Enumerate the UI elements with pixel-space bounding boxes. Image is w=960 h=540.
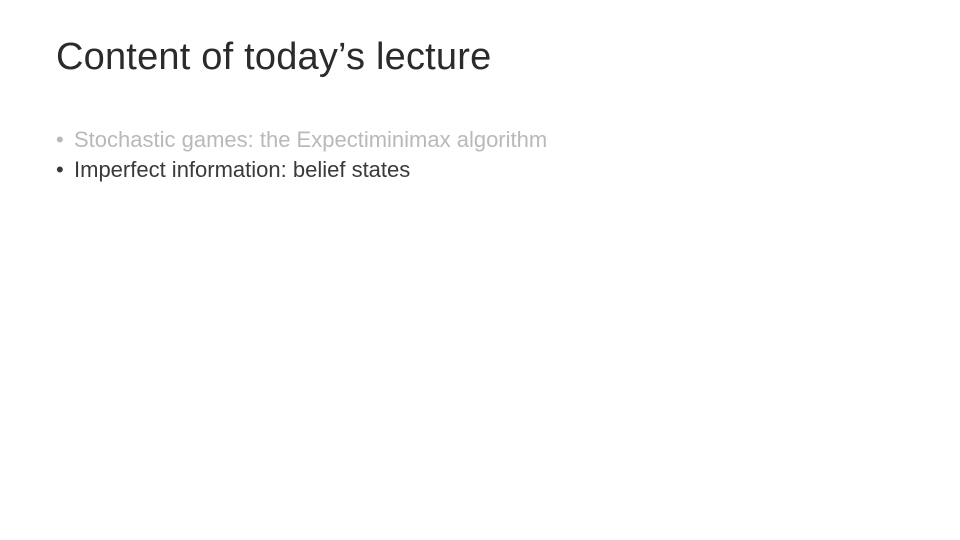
list-item: Stochastic games: the Expectiminimax alg… (56, 125, 904, 155)
slide: Content of today’s lecture Stochastic ga… (0, 0, 960, 540)
bullet-text: Stochastic games: the Expectiminimax alg… (74, 127, 547, 152)
bullet-list: Stochastic games: the Expectiminimax alg… (56, 125, 904, 184)
list-item: Imperfect information: belief states (56, 155, 904, 185)
bullet-text: Imperfect information: belief states (74, 157, 410, 182)
slide-title: Content of today’s lecture (56, 36, 904, 79)
